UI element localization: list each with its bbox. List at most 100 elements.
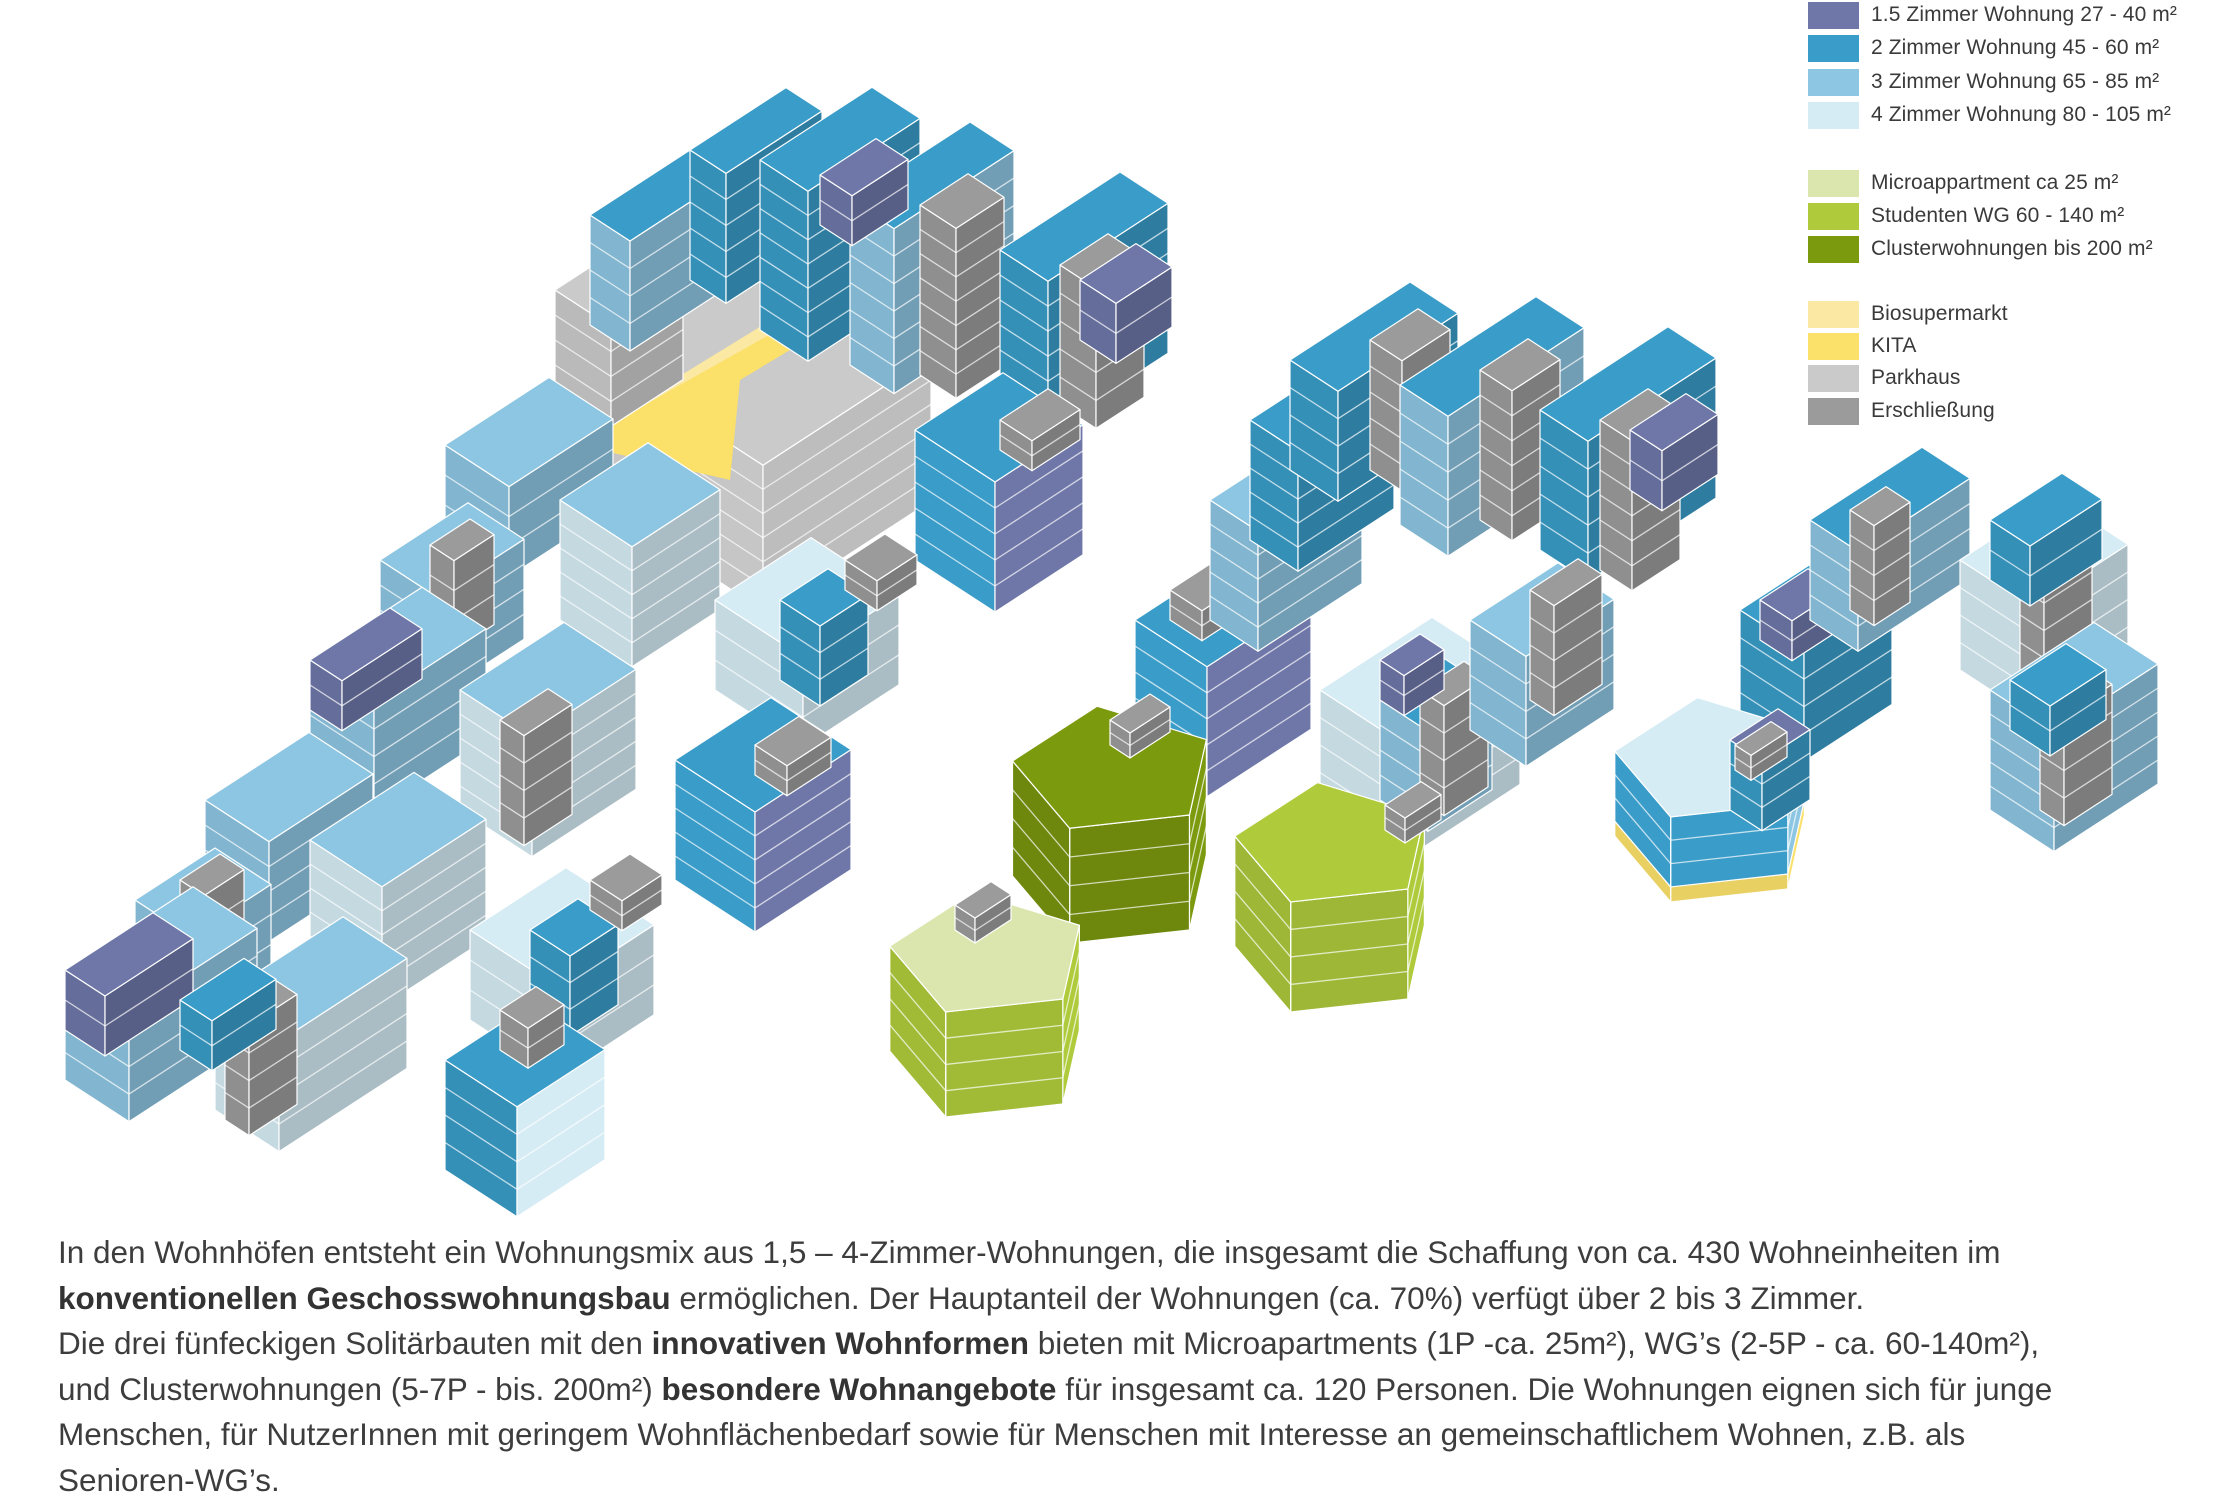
solitaire-3-floor-line	[674, 855, 756, 909]
ne-west-2-floor-line	[1257, 559, 1363, 628]
clusterwohnungen-floor-line	[1012, 818, 1071, 887]
ne-core-6-floor-line	[1529, 644, 1555, 662]
north-bar-1-floor-line	[759, 305, 809, 338]
kita-housing-floor-line	[1670, 850, 1788, 865]
west-mid-f-roof	[179, 957, 277, 1022]
ne-core-3-floor-line	[1511, 384, 1561, 417]
legend-swatch	[1808, 101, 1859, 129]
ne-dark-2-floor-line	[1403, 669, 1445, 697]
solitaire-1-floor-line	[994, 502, 1084, 561]
north-bar-3-floor-line	[999, 324, 1049, 357]
east-b-floor-line	[1809, 594, 1859, 627]
east-core-1-floor-line	[1873, 551, 1911, 577]
legend-label: Erschließung	[1871, 399, 1995, 422]
caption-emphasis: konventionellen Geschosswohnungsbau	[58, 1279, 671, 1316]
ne-north-3-floor-line	[1539, 521, 1589, 554]
legend-label: Microappartment ca 25 m²	[1871, 171, 2119, 194]
legend-label: Biosupermarkt	[1871, 302, 2008, 325]
north-core-1-left-face	[919, 204, 957, 399]
west-dark-c-roof	[309, 607, 423, 682]
legend-label: Studenten WG 60 - 140 m²	[1871, 204, 2125, 227]
solitaire-5-floor-line	[444, 1141, 518, 1190]
ne-core-4-floor-line	[1631, 534, 1681, 567]
legend-item: Parkhaus	[1808, 363, 2208, 393]
west-d2-floor-line	[381, 890, 487, 960]
kita-housing-floor-line	[1614, 797, 1672, 865]
east-core-1-floor-line	[1849, 534, 1875, 552]
ne-north-2-floor-line	[1399, 468, 1449, 501]
nw-block-b-roof	[689, 86, 823, 174]
ne-core-3-floor-line	[1479, 469, 1513, 492]
west-core-c-roof	[499, 688, 573, 737]
caption-line: und Clusterwohnungen (5-7P - bis. 200m²)…	[58, 1367, 2178, 1413]
clusterwohnungen-floor-line	[1012, 789, 1071, 858]
ne-core-4-floor-line	[1599, 519, 1633, 542]
studenten-wg-floor-line	[1290, 943, 1408, 958]
east-core-3-floor-line	[2039, 754, 2065, 772]
solitaire-1-core-roof	[999, 388, 1081, 442]
ne-north-2-floor-line	[1399, 412, 1449, 445]
solitaire-1-core-floor-line	[999, 434, 1033, 457]
legend-label: Parkhaus	[1871, 366, 1961, 389]
legend-swatch	[1808, 1, 1859, 29]
east-core-3-floor-line	[2063, 766, 2113, 799]
north-core-1-roof	[919, 173, 1005, 229]
north-bar-1-roof	[759, 86, 921, 192]
north-core-1-floor-line	[919, 350, 957, 375]
solitaire-2-floor-line	[714, 659, 804, 718]
studenten-wg-floor-line	[1234, 890, 1292, 958]
ne-dark-2-roof	[1379, 633, 1445, 677]
legend-item: KITA	[1808, 331, 2208, 361]
solitaire-2-core-floor-line	[876, 569, 918, 597]
east-a-floor-line	[1803, 676, 1893, 735]
kita-core-floor-line	[1734, 756, 1752, 769]
ne-core-6-floor-line	[1553, 628, 1603, 662]
west-dark-f-roof	[64, 912, 194, 997]
solitaire-2-mid-floor-line	[819, 647, 869, 680]
ne-core-2-roof	[1369, 308, 1451, 362]
nw-block-b-floor-line	[689, 227, 727, 252]
legend-swatch	[1808, 300, 1859, 328]
east-mid-2-floor-line	[2049, 694, 2107, 732]
parkhaus-floor-line	[762, 427, 932, 539]
west-a2-floor-line	[559, 523, 633, 572]
microappartment-floor-line	[889, 998, 947, 1065]
north-core-1-floor-line	[919, 325, 957, 351]
microappartment-floor-line	[889, 1024, 947, 1092]
micro-core-floor-line	[974, 906, 1012, 932]
north-bar-2-floor-line	[849, 254, 895, 285]
east-a-floor-line	[1803, 648, 1893, 708]
west-core-c-floor-line	[523, 758, 573, 792]
microappartment-floor-line	[889, 972, 947, 1039]
east-mid-2-roof	[2009, 642, 2107, 707]
studenten-wg-floor-line	[1234, 918, 1292, 985]
ne-dark-2-floor-line	[1379, 679, 1405, 697]
west-d-floor-line	[204, 824, 270, 868]
west-a2-floor-line	[631, 561, 721, 620]
caption-line: Senioren-WG’s.	[58, 1458, 2178, 1504]
kita-housing-floor-line	[1614, 774, 1672, 841]
west-mid-f-floor-line	[179, 1024, 213, 1047]
west-core-b-floor-line	[429, 574, 455, 592]
legend-item: Biosupermarkt	[1808, 299, 2208, 329]
ne-west-2-floor-line	[1209, 523, 1259, 556]
solitaire-3-core-floor-line	[786, 751, 832, 782]
west-d2-floor-line	[309, 887, 383, 936]
west-core-b-roof	[429, 518, 495, 562]
microappartment-floor-line	[945, 1024, 1063, 1039]
north-bar-1-floor-line	[759, 232, 809, 265]
solitaire-3-floor-line	[754, 821, 852, 885]
west-a-floor-line	[508, 448, 614, 518]
kita-mid-floor-line	[1729, 786, 1763, 809]
solitaire-3-core-roof	[754, 715, 832, 767]
solitaire-3-core-floor-line	[754, 759, 788, 782]
ne-core-4-floor-line	[1599, 494, 1633, 517]
north-dark-1-roof	[1079, 243, 1173, 304]
north-bar-3-roof	[999, 171, 1169, 282]
caption-line: konventionellen Geschosswohnungsbau ermö…	[58, 1276, 2178, 1322]
ne-west-wing-floor-line	[1206, 650, 1312, 720]
nw-block-a-floor-line	[589, 296, 631, 325]
legend-item: 4 Zimmer Wohnung 80 - 105 m²	[1808, 100, 2208, 130]
nw-block-b-floor-line	[689, 201, 727, 226]
caption-text: In den Wohnhöfen entsteht ein Wohnungsmi…	[58, 1234, 2001, 1270]
